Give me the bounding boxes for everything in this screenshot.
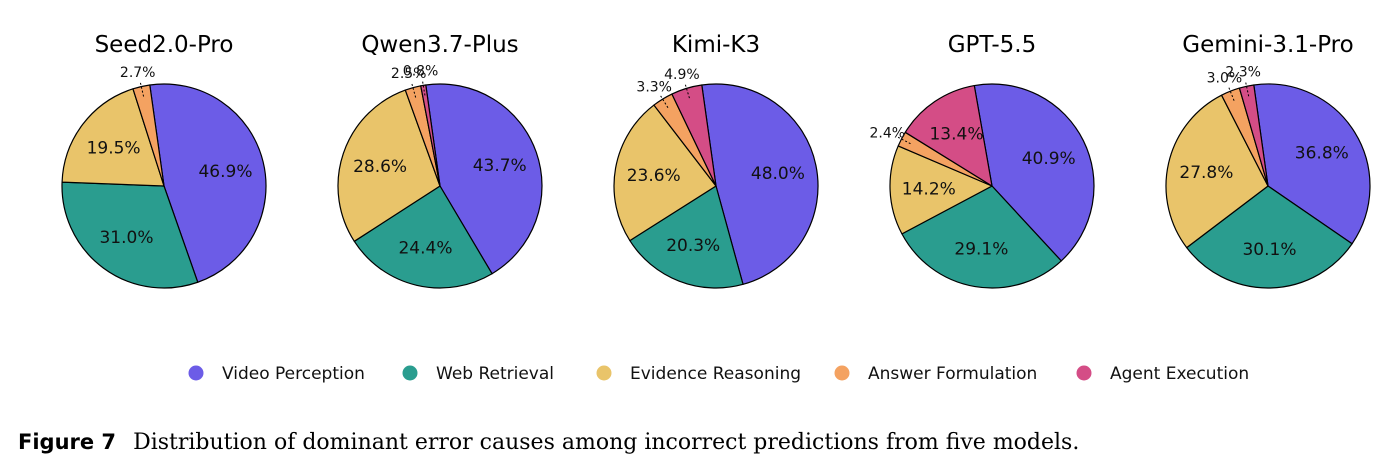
legend: Video Perception Web Retrieval Evidence Re… <box>188 364 1249 384</box>
slice-label: 4.9% <box>664 67 700 83</box>
figure-caption: Figure 7 Distribution of dominant error … <box>18 430 1388 455</box>
legend-label: Evidence Reasoning <box>630 364 801 384</box>
slice-evidence-reasoning <box>61 88 165 187</box>
slice-label: 14.2% <box>902 180 956 200</box>
legend-item-evidence-reasoning: Evidence Reasoning <box>596 364 801 384</box>
pie-chart-gemini-3-1-pro: Gemini-3.1-Pro 36.8% 30.1% 27.8% 3.0%2.3% <box>1165 32 1371 289</box>
slice-video-perception <box>425 83 543 275</box>
chart-title: Gemini-3.1-Pro <box>1182 32 1353 58</box>
slice-video-perception <box>1253 83 1371 245</box>
slice-label: 28.6% <box>353 157 407 177</box>
slice-web-retrieval <box>629 185 744 289</box>
slice-video-perception <box>973 83 1095 262</box>
slice-label: 31.0% <box>99 228 153 248</box>
slice-evidence-reasoning <box>337 89 441 242</box>
legend-label: Video Perception <box>222 364 365 384</box>
pie-chart-kimi-k3: Kimi-K3 48.0% 20.3% 23.6% 3.3%4.9% <box>613 32 819 289</box>
legend-marker <box>596 365 612 381</box>
slice-label: 20.3% <box>666 236 720 256</box>
slice-label: 2.7% <box>120 65 156 81</box>
slice-label: 2.5% <box>391 66 427 82</box>
slice-label: 23.6% <box>627 166 681 186</box>
legend-item-web-retrieval: Web Retrieval <box>402 364 554 384</box>
slice-label: 19.5% <box>87 139 141 159</box>
slice-label: 27.8% <box>1179 163 1233 183</box>
caption-text: Distribution of dominant error causes am… <box>133 430 1080 455</box>
chart-title: Qwen3.7-Plus <box>361 32 518 58</box>
legend-marker <box>834 365 850 381</box>
legend-label: Agent Execution <box>1110 364 1249 384</box>
slice-evidence-reasoning <box>889 145 993 235</box>
slice-label: 43.7% <box>473 156 527 176</box>
slice-agent-execution <box>420 84 441 187</box>
slice-label: 36.8% <box>1295 144 1349 164</box>
slice-answer-formulation <box>132 84 165 187</box>
legend-item-video-perception: Video Perception <box>188 364 365 384</box>
slice-label: 2.3% <box>1225 65 1261 81</box>
pie-chart-seed2-0-pro: Seed2.0-Pro 46.9% 31.0% 19.5% 2.7% <box>61 32 267 289</box>
slice-web-retrieval <box>353 185 493 289</box>
chart-title: Kimi-K3 <box>672 32 760 58</box>
figure-number: Figure 7 <box>18 430 117 454</box>
slice-agent-execution <box>671 84 717 187</box>
slice-label: 0.8% <box>403 64 439 80</box>
slice-web-retrieval <box>61 181 199 289</box>
legend-marker <box>188 365 204 381</box>
pie-chart-qwen3-7-plus: Qwen3.7-Plus 43.7% 24.4% 28.6% 2.5%0.8% <box>337 32 543 289</box>
legend-item-answer-formulation: Answer Formulation <box>834 364 1037 384</box>
slice-label: 3.3% <box>636 79 672 95</box>
slice-label: 48.0% <box>751 164 805 184</box>
chart-title: GPT-5.5 <box>948 32 1037 58</box>
slice-label: 29.1% <box>954 239 1008 259</box>
pie-chart-gpt-5-5: GPT-5.5 40.9% 29.1% 14.2% 2.4% 13.4% <box>870 32 1095 289</box>
legend-label: Web Retrieval <box>436 364 554 384</box>
slice-label: 40.9% <box>1022 149 1076 169</box>
slice-web-retrieval <box>1186 185 1353 289</box>
legend-label: Answer Formulation <box>868 364 1037 384</box>
legend-item-agent-execution: Agent Execution <box>1076 364 1249 384</box>
slice-evidence-reasoning <box>613 104 717 242</box>
slice-agent-execution <box>904 84 993 187</box>
chart-title: Seed2.0-Pro <box>95 32 234 58</box>
legend-marker <box>402 365 418 381</box>
slice-label: 2.4% <box>870 126 906 142</box>
slice-label: 30.1% <box>1242 240 1296 260</box>
slice-video-perception <box>701 83 819 285</box>
slice-label: 3.0% <box>1207 70 1243 86</box>
legend-marker <box>1076 365 1092 381</box>
slice-agent-execution <box>1238 84 1269 187</box>
slice-video-perception <box>149 83 267 283</box>
slice-label: 13.4% <box>929 125 983 145</box>
slice-label: 24.4% <box>398 239 452 259</box>
slice-web-retrieval <box>901 185 1062 289</box>
slice-evidence-reasoning <box>1165 94 1269 249</box>
slice-label: 46.9% <box>198 162 252 182</box>
